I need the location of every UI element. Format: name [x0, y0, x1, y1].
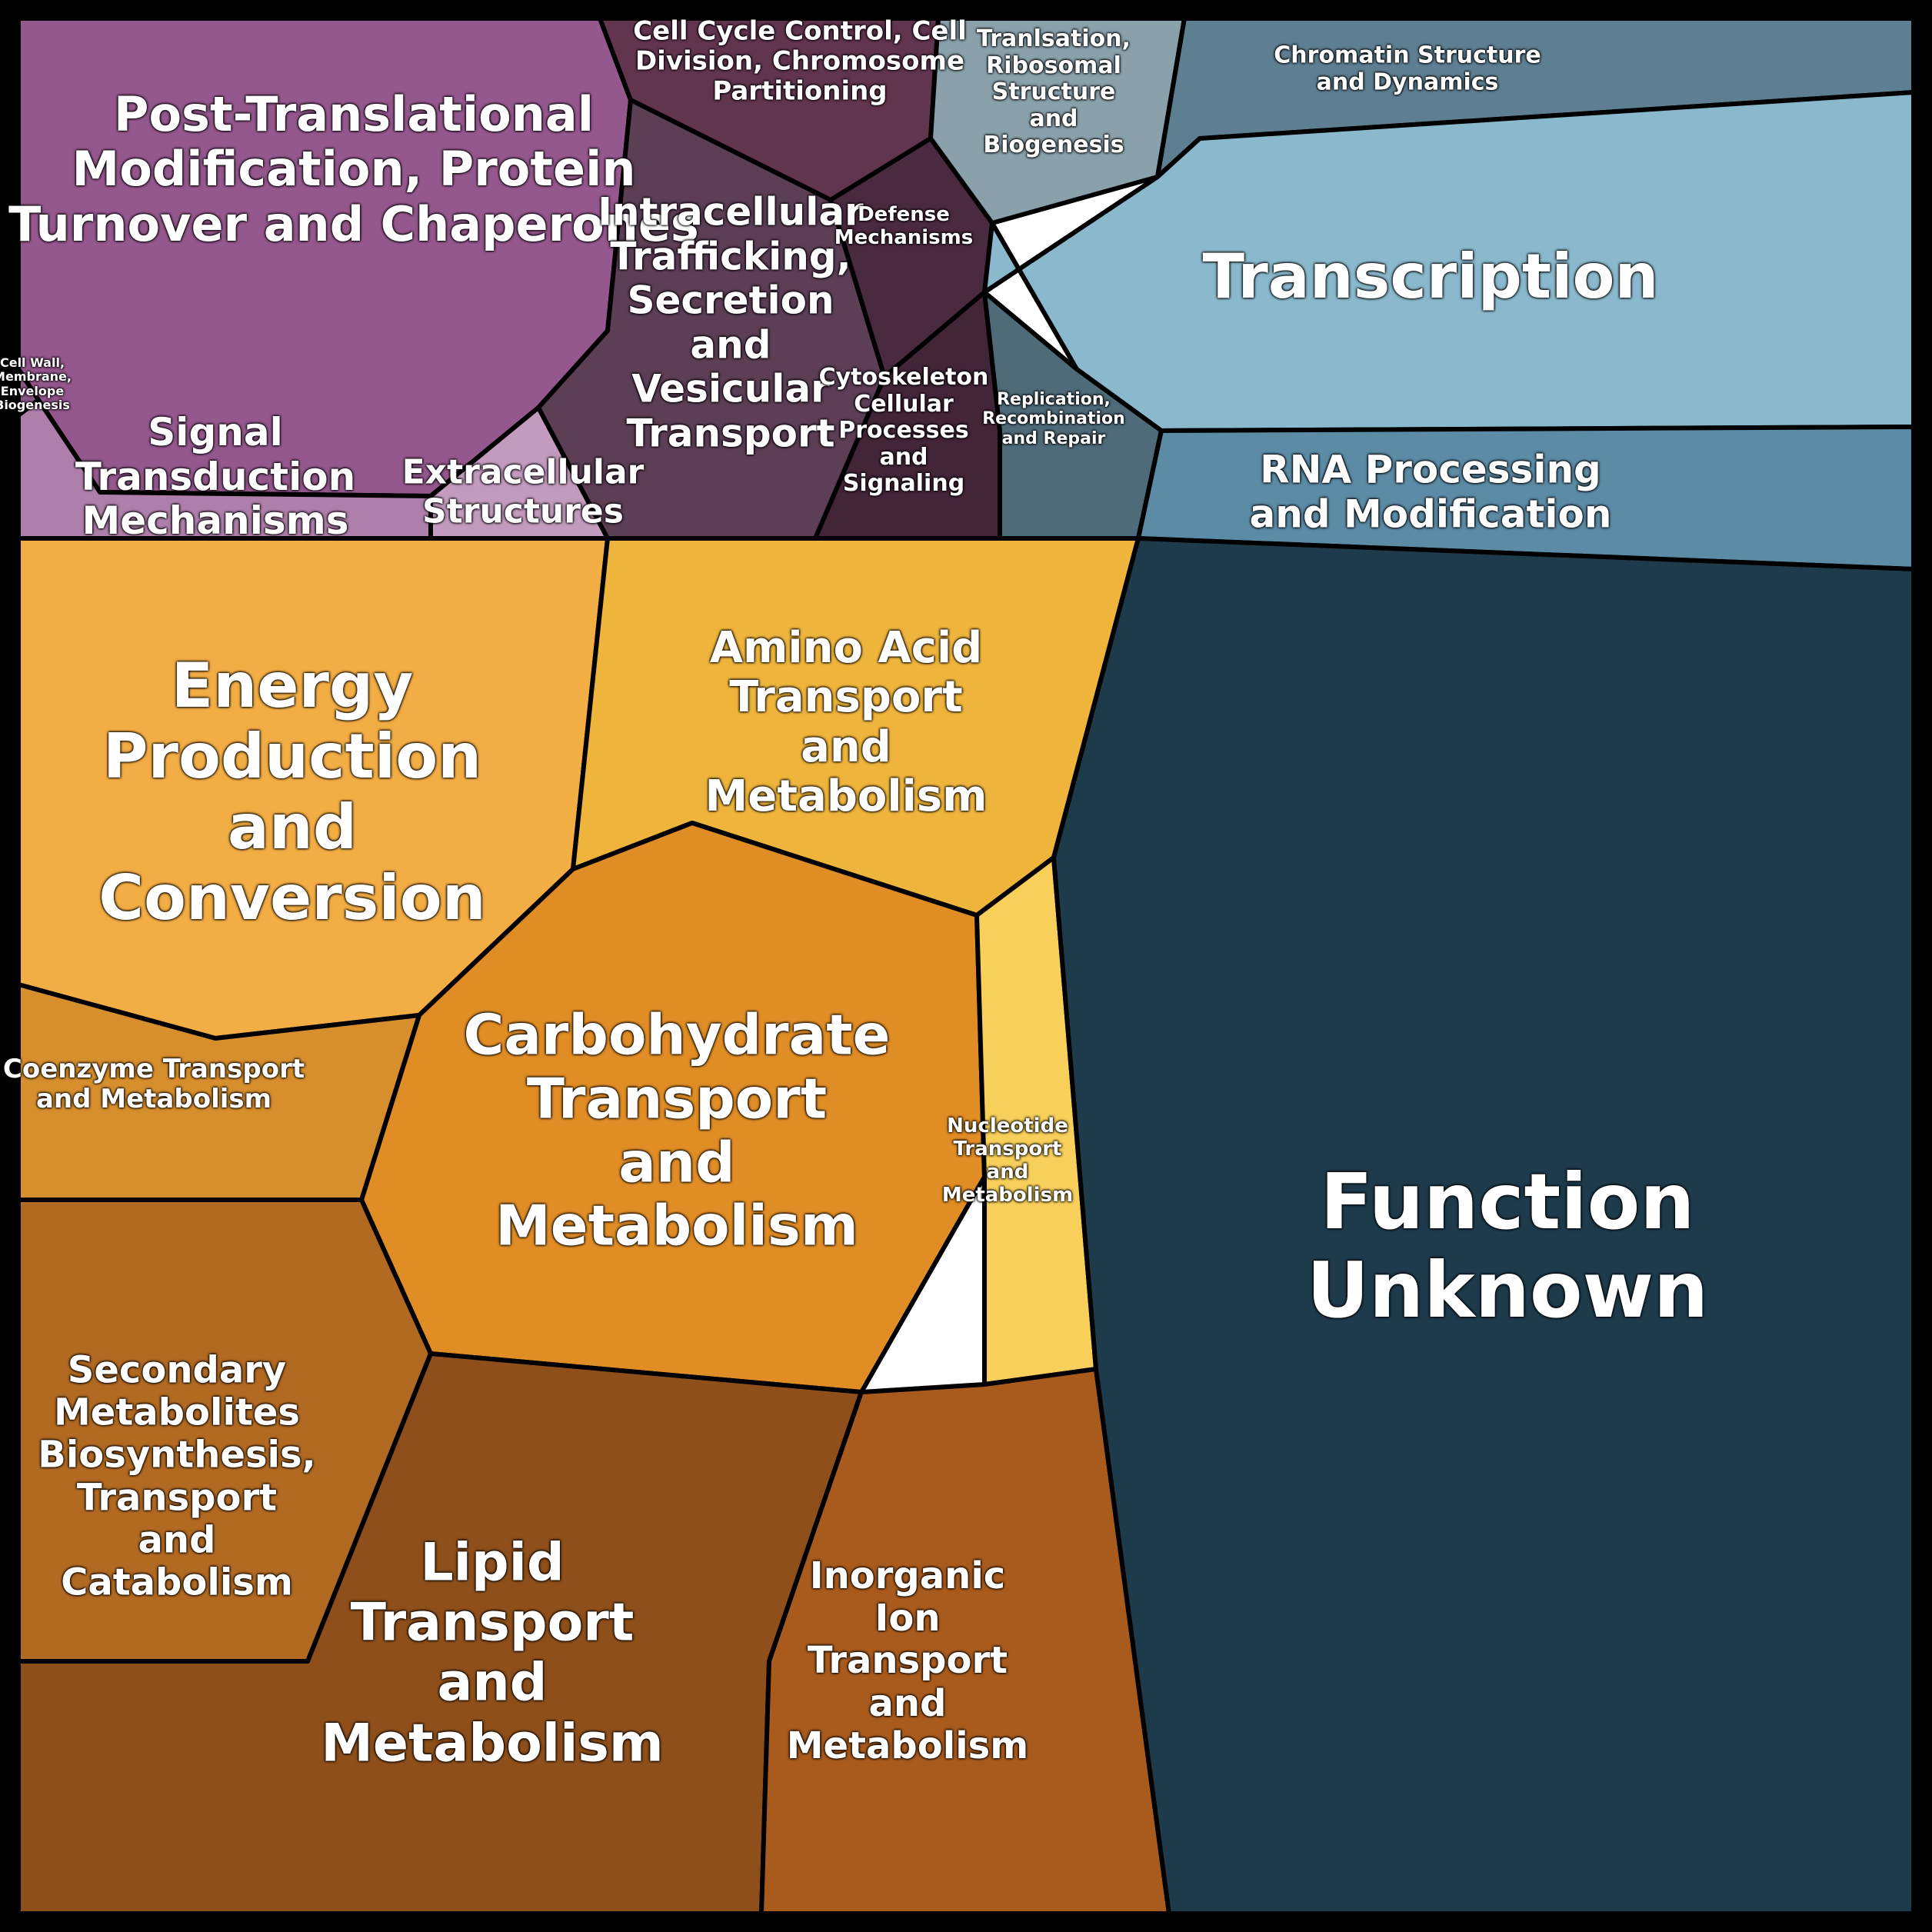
voronoi-treemap: Post-Translational Modification, Protein… — [0, 0, 1932, 1932]
chart-svg — [0, 0, 1932, 1932]
cell-function_unknown — [1054, 538, 1914, 1914]
